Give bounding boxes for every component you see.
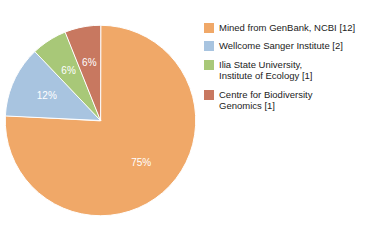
html-text:Wellcome Sanger Institute [2]: Wellcome Sanger Institute [2]: [219, 40, 343, 52]
svg-text:6%: 6%: [82, 57, 97, 68]
html-text:Mined from GenBank, NCBI [12]: Mined from GenBank, NCBI [12]: [219, 22, 356, 33]
html-text:Centre for Biodiversity Genomi: Centre for Biodiversity Genomics [1]: [219, 88, 313, 111]
svg-text:12%: 12%: [37, 90, 57, 101]
svg-text:75%: 75%: [131, 157, 151, 168]
svg-text:6%: 6%: [61, 65, 76, 76]
html-text:Ilia State University, Institu: Ilia State University, Institute of Ecol…: [219, 58, 313, 82]
